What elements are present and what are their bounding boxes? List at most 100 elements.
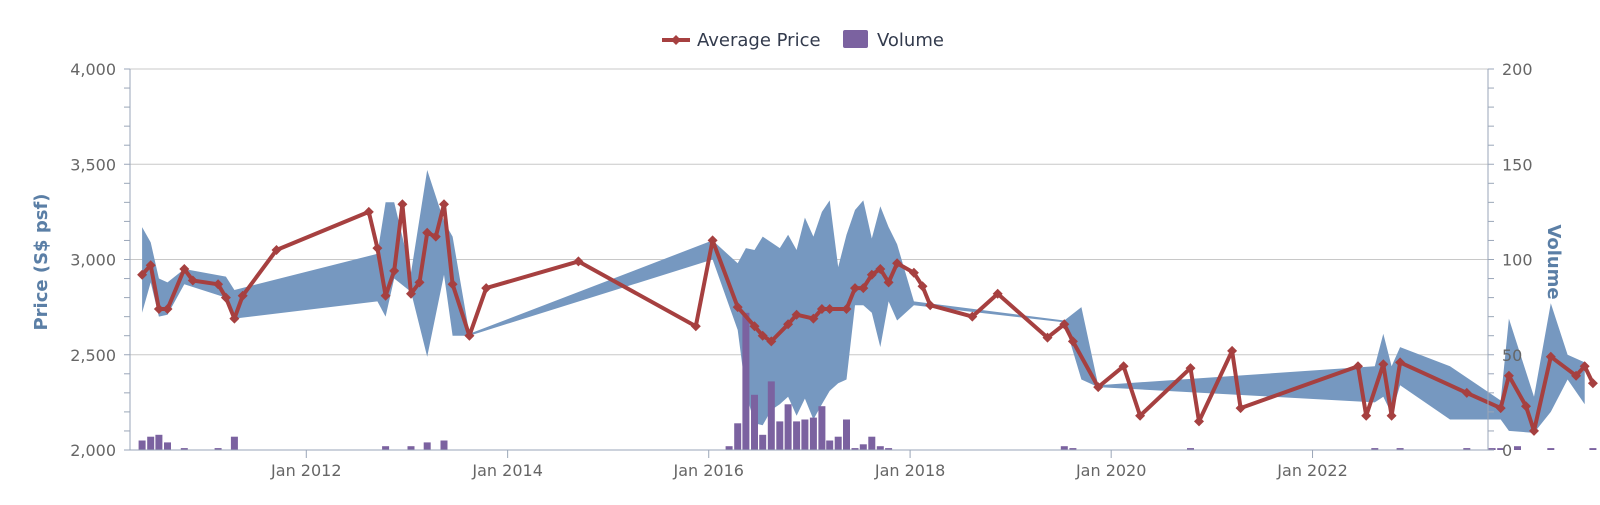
price-point[interactable]	[481, 283, 492, 294]
price-point[interactable]	[1361, 410, 1372, 421]
price-point[interactable]	[866, 269, 877, 280]
volume-bar[interactable]	[1589, 448, 1597, 450]
volume-bar[interactable]	[1514, 446, 1521, 450]
volume-bar[interactable]	[826, 440, 834, 451]
volume-bar[interactable]	[843, 419, 850, 451]
price-point[interactable]	[1235, 403, 1246, 414]
price-point[interactable]	[229, 313, 240, 324]
volume-bar[interactable]	[1488, 448, 1496, 450]
price-point[interactable]	[1587, 378, 1598, 389]
volume-bar[interactable]	[214, 448, 222, 450]
price-point[interactable]	[1093, 382, 1104, 393]
price-point[interactable]	[850, 283, 860, 294]
volume-bar[interactable]	[759, 434, 767, 450]
volume-bar[interactable]	[809, 417, 817, 450]
price-point[interactable]	[414, 277, 425, 288]
price-point[interactable]	[824, 304, 835, 314]
price-point[interactable]	[783, 319, 794, 330]
volume-bar[interactable]	[793, 421, 801, 450]
volume-bar[interactable]	[1497, 448, 1505, 450]
price-point[interactable]	[179, 264, 190, 274]
price-point[interactable]	[363, 206, 374, 217]
price-point[interactable]	[1571, 370, 1582, 381]
price-point[interactable]	[875, 264, 886, 274]
volume-bar[interactable]	[1396, 448, 1404, 450]
volume-bar[interactable]	[734, 423, 742, 450]
price-point[interactable]	[406, 288, 416, 299]
price-point[interactable]	[447, 279, 458, 290]
volume-bar[interactable]	[834, 436, 842, 450]
volume-bar[interactable]	[742, 312, 750, 450]
price-point[interactable]	[237, 290, 248, 301]
price-point[interactable]	[1378, 359, 1389, 370]
price-point[interactable]	[1503, 370, 1514, 381]
volume-bar[interactable]	[751, 394, 758, 450]
volume-bar[interactable]	[407, 446, 415, 450]
price-point[interactable]	[892, 258, 903, 269]
price-point[interactable]	[766, 336, 777, 347]
volume-bar[interactable]	[868, 436, 876, 450]
price-point[interactable]	[858, 283, 869, 294]
price-point[interactable]	[1067, 336, 1078, 347]
price-point[interactable]	[690, 321, 701, 332]
price-point[interactable]	[1495, 403, 1506, 414]
price-point[interactable]	[1529, 425, 1539, 436]
price-point[interactable]	[992, 288, 1003, 299]
price-point[interactable]	[791, 309, 802, 320]
price-point[interactable]	[1194, 416, 1204, 427]
price-point[interactable]	[841, 304, 852, 314]
volume-bar[interactable]	[1547, 448, 1555, 450]
volume-bar[interactable]	[851, 448, 859, 450]
price-point[interactable]	[153, 304, 164, 314]
price-point[interactable]	[213, 279, 224, 290]
volume-bar[interactable]	[1371, 448, 1379, 450]
price-point[interactable]	[397, 199, 408, 210]
volume-bar[interactable]	[767, 381, 775, 450]
volume-bar[interactable]	[725, 446, 733, 450]
legend-item-average-price[interactable]: Average Price	[662, 30, 821, 51]
price-point[interactable]	[389, 265, 400, 276]
volume-bar[interactable]	[818, 406, 826, 450]
price-point[interactable]	[220, 292, 231, 303]
price-point[interactable]	[1135, 410, 1146, 421]
price-point[interactable]	[1185, 363, 1196, 374]
volume-bar[interactable]	[382, 446, 390, 450]
volume-bar[interactable]	[1060, 446, 1068, 450]
price-point[interactable]	[707, 235, 718, 246]
volume-bar[interactable]	[1069, 448, 1077, 450]
volume-bar[interactable]	[776, 421, 784, 450]
price-point[interactable]	[1579, 361, 1590, 372]
price-point[interactable]	[1461, 387, 1472, 398]
price-point[interactable]	[422, 227, 433, 238]
volume-bar[interactable]	[876, 446, 884, 450]
price-point[interactable]	[187, 275, 198, 286]
price-point[interactable]	[464, 330, 475, 341]
volume-bar[interactable]	[180, 448, 188, 450]
price-point[interactable]	[1118, 361, 1129, 372]
volume-bar[interactable]	[423, 442, 431, 450]
price-point[interactable]	[808, 313, 819, 324]
volume-bar[interactable]	[885, 448, 893, 450]
price-point[interactable]	[380, 290, 391, 301]
price-point[interactable]	[1042, 332, 1053, 343]
price-point[interactable]	[1395, 357, 1406, 368]
price-point[interactable]	[1353, 361, 1363, 372]
price-point[interactable]	[162, 304, 173, 314]
price-point[interactable]	[271, 245, 282, 255]
price-point[interactable]	[925, 300, 936, 311]
price-point[interactable]	[439, 199, 449, 210]
volume-bar[interactable]	[859, 444, 867, 450]
price-point[interactable]	[1059, 319, 1070, 330]
price-point[interactable]	[145, 260, 156, 271]
volume-bar[interactable]	[784, 404, 792, 450]
price-point[interactable]	[908, 267, 919, 278]
volume-bar[interactable]	[230, 436, 238, 450]
volume-bar[interactable]	[164, 442, 171, 450]
price-point[interactable]	[137, 269, 148, 280]
price-point[interactable]	[967, 311, 978, 322]
volume-bar[interactable]	[147, 436, 155, 450]
price-point[interactable]	[1521, 401, 1531, 412]
volume-bar[interactable]	[138, 440, 146, 451]
volume-bar[interactable]	[1463, 448, 1471, 450]
volume-bar[interactable]	[155, 434, 163, 450]
